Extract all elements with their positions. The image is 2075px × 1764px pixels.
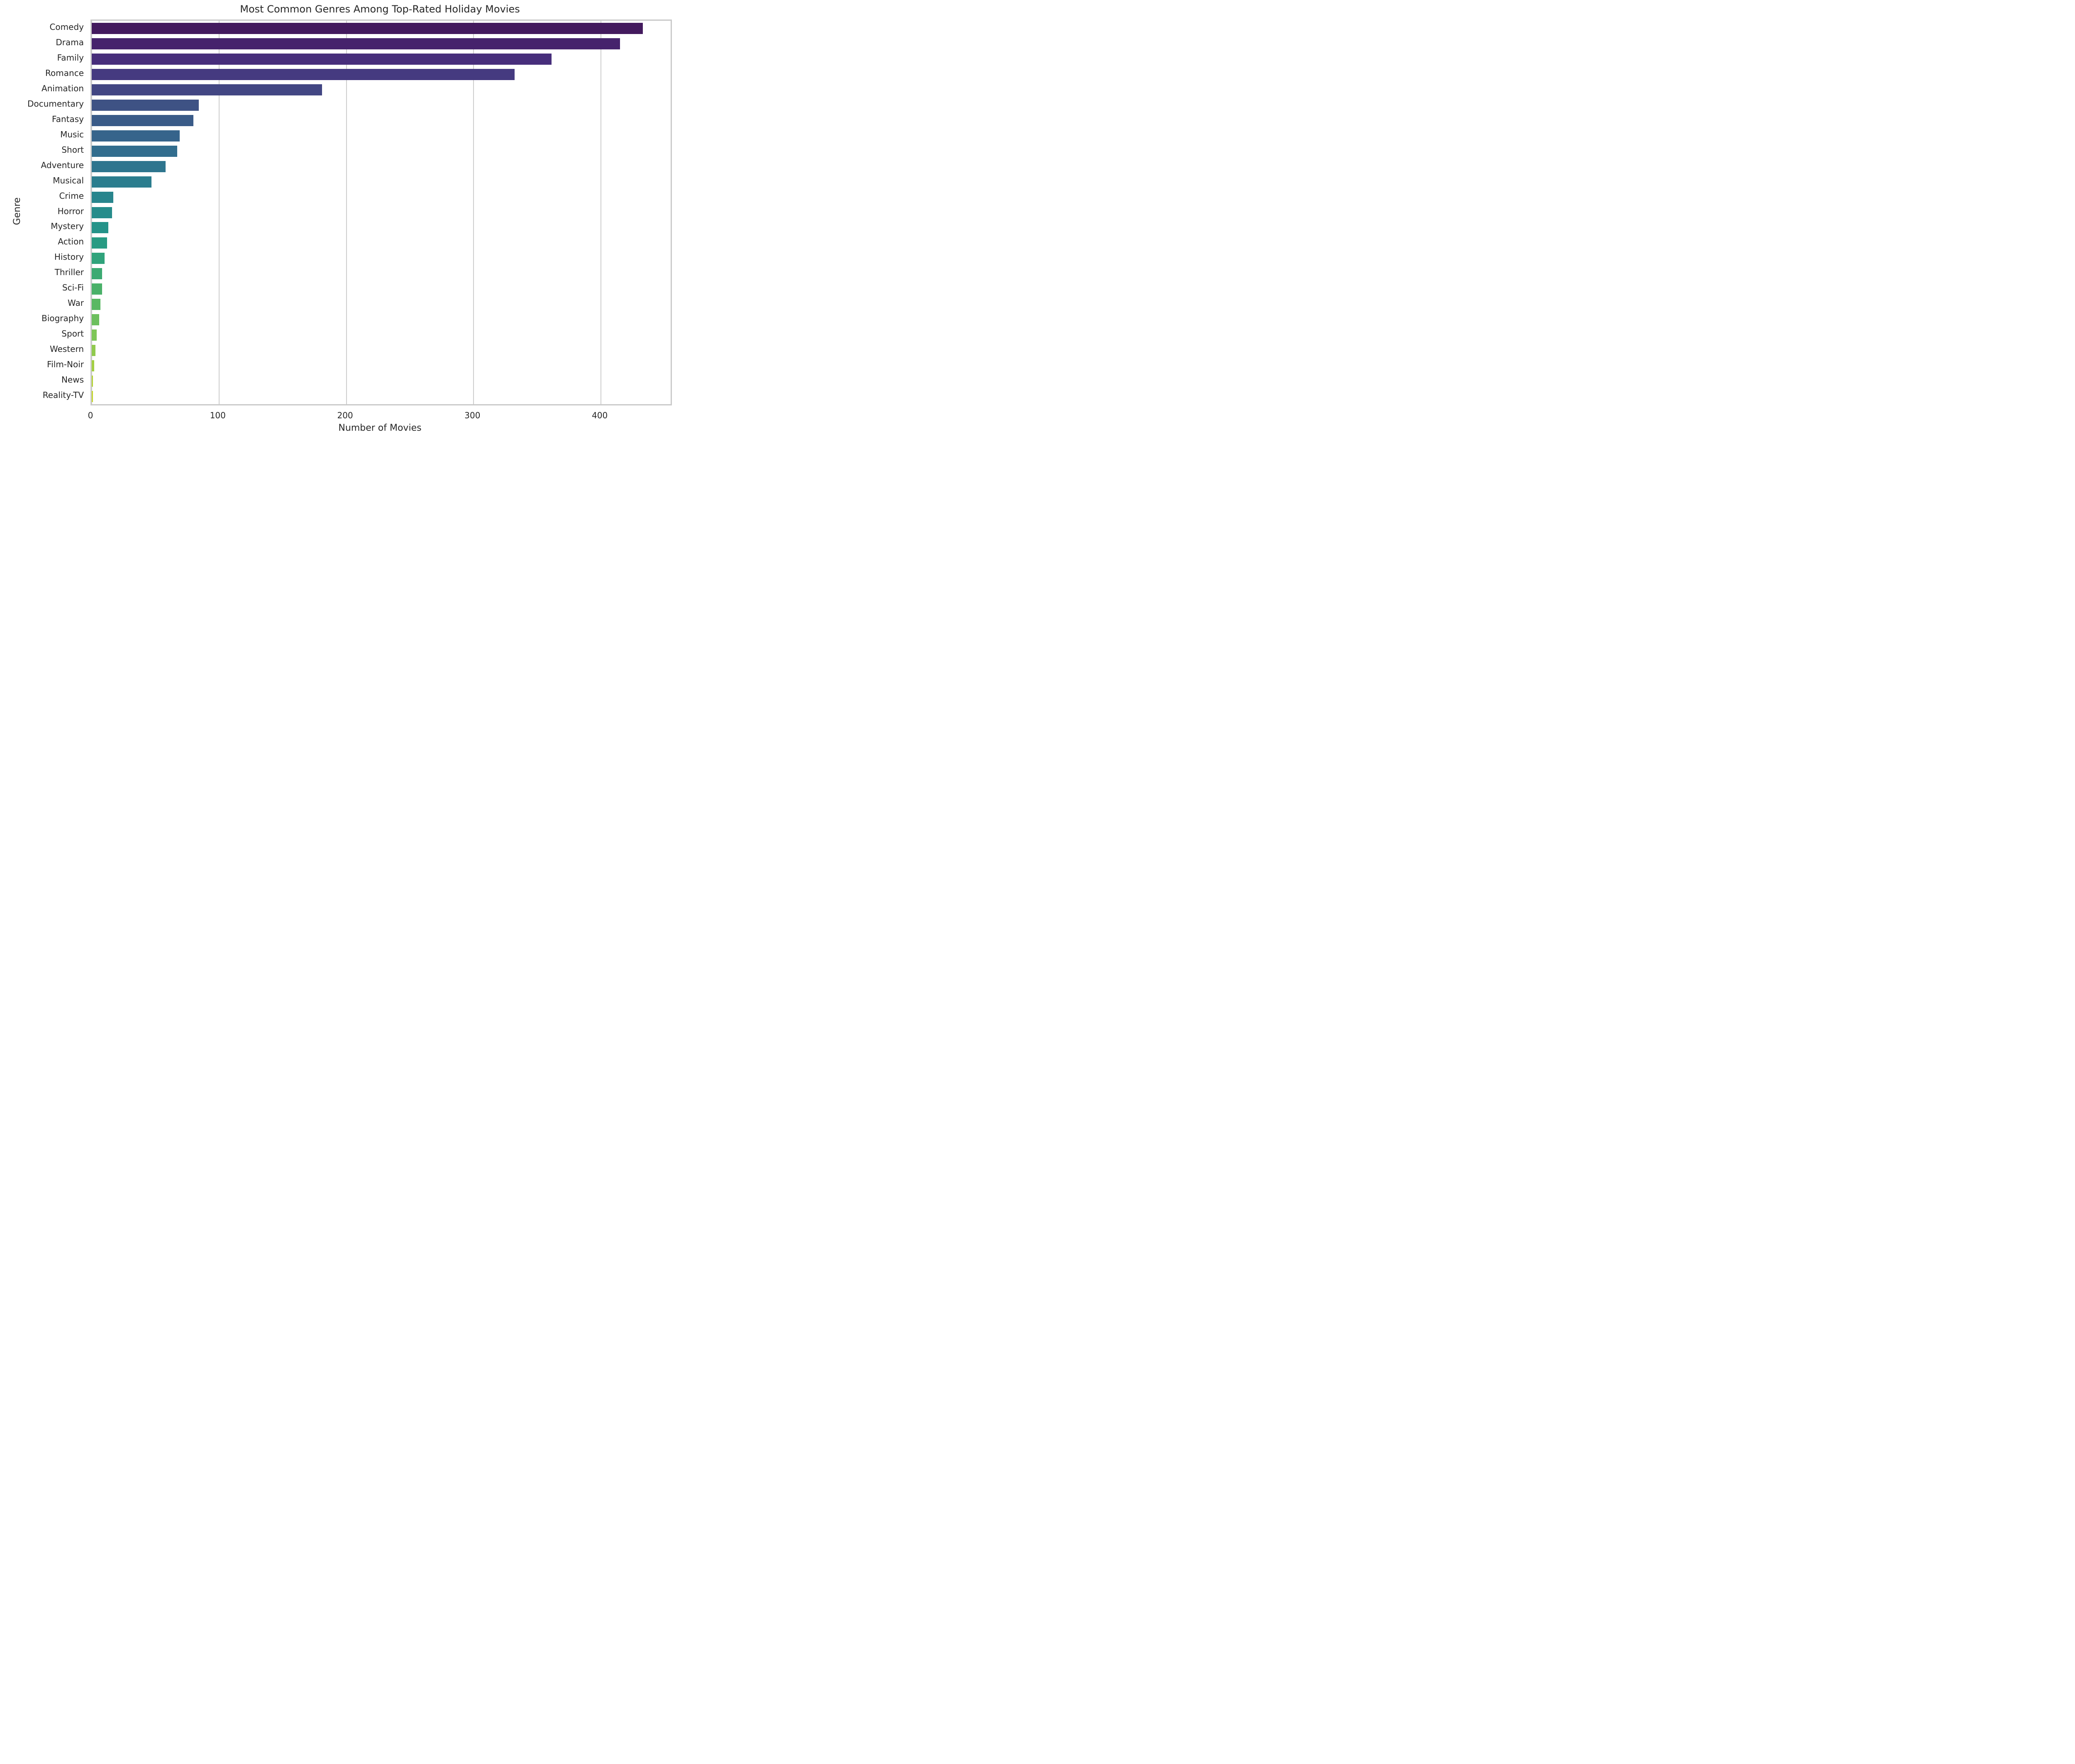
x-axis-title: Number of Movies [338, 423, 422, 433]
y-tick-label-drama: Drama [56, 37, 84, 47]
y-tick-label-music: Music [60, 129, 84, 139]
bar-drama [92, 38, 620, 49]
y-tick-label-musical: Musical [53, 175, 84, 185]
y-tick-label-war: War [68, 298, 84, 308]
y-tick-label-action: Action [58, 237, 84, 247]
y-tick-label-adventure: Adventure [41, 160, 84, 170]
y-tick-label-documentary: Documentary [27, 98, 84, 109]
bar-news [92, 376, 93, 387]
bar-western [92, 345, 96, 356]
y-tick-label-reality-tv: Reality-TV [42, 390, 84, 400]
bar-musical [92, 176, 152, 188]
y-tick-label-biography: Biography [42, 313, 84, 324]
bar-mystery [92, 222, 108, 234]
y-tick-label-film-noir: Film-Noir [47, 359, 84, 370]
bar-romance [92, 68, 515, 80]
y-tick-label-animation: Animation [42, 83, 84, 93]
bar-family [92, 53, 552, 65]
x-tick-label-200: 200 [337, 410, 353, 420]
bar-history [92, 253, 105, 264]
bar-sci-fi [92, 283, 102, 295]
y-tick-label-fantasy: Fantasy [52, 114, 84, 124]
y-tick-label-comedy: Comedy [49, 22, 84, 32]
bar-animation [92, 84, 322, 95]
bar-action [92, 237, 107, 249]
y-tick-label-news: News [61, 375, 84, 385]
bar-short [92, 145, 177, 157]
x-tick-label-0: 0 [88, 410, 93, 420]
bar-biography [92, 314, 100, 326]
gridline-x-100 [218, 21, 220, 404]
y-tick-label-crime: Crime [59, 190, 84, 201]
bar-film-noir [92, 360, 95, 372]
bar-documentary [92, 99, 199, 111]
bar-music [92, 130, 180, 142]
y-tick-label-mystery: Mystery [51, 221, 84, 232]
x-tick-label-400: 400 [592, 410, 608, 420]
x-tick-label-100: 100 [210, 410, 226, 420]
bar-adventure [92, 161, 166, 172]
y-tick-label-history: History [54, 252, 84, 262]
y-tick-label-short: Short [61, 144, 84, 155]
y-tick-label-western: Western [49, 344, 84, 354]
x-tick-label-300: 300 [464, 410, 481, 420]
y-tick-label-family: Family [57, 52, 84, 63]
bar-reality-tv [92, 391, 93, 403]
y-tick-label-horror: Horror [57, 206, 84, 216]
bar-comedy [92, 22, 643, 34]
bar-crime [92, 191, 114, 203]
bar-war [92, 299, 101, 310]
gridline-x-300 [473, 21, 474, 404]
bar-sport [92, 329, 97, 341]
y-tick-label-romance: Romance [45, 68, 84, 78]
bar-thriller [92, 268, 102, 280]
plot-area [90, 20, 672, 405]
bar-fantasy [92, 115, 194, 126]
y-tick-label-thriller: Thriller [54, 267, 84, 278]
bar-horror [92, 207, 112, 218]
y-tick-label-sport: Sport [61, 329, 84, 339]
chart-canvas: Most Common Genres Among Top-Rated Holid… [0, 0, 676, 441]
y-tick-label-sci-fi: Sci-Fi [62, 283, 84, 293]
chart-title: Most Common Genres Among Top-Rated Holid… [240, 3, 520, 15]
gridline-x-200 [346, 21, 347, 404]
